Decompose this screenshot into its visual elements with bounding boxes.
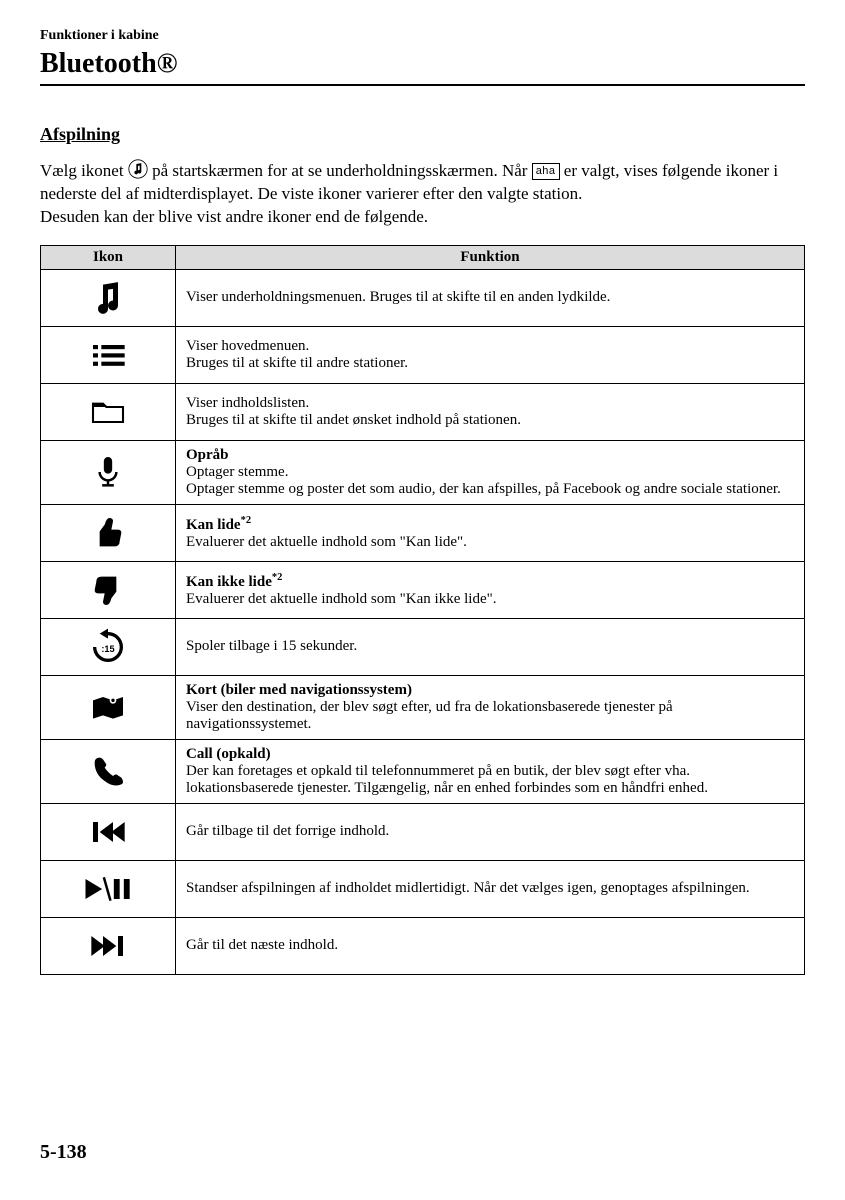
row-title-sup: *2 xyxy=(241,515,252,526)
function-cell: Kan ikke lide*2Evaluerer det aktuelle in… xyxy=(176,561,805,618)
row-title-sup: *2 xyxy=(272,572,283,583)
table-row: Call (opkald)Der kan foretages et opkald… xyxy=(41,739,805,803)
title-rule xyxy=(40,84,805,86)
function-cell: Går til det næste indhold. xyxy=(176,917,805,974)
menu-list-icon xyxy=(41,326,176,383)
function-cell: Kan lide*2Evaluerer det aktuelle indhold… xyxy=(176,504,805,561)
intro-text-4: Desuden kan der blive vist andre ikoner … xyxy=(40,207,428,226)
table-row: Går tilbage til det forrige indhold. xyxy=(41,803,805,860)
row-title: Opråb xyxy=(186,447,229,463)
function-cell: Spoler tilbage i 15 sekunder. xyxy=(176,618,805,675)
row-desc: Viser underholdningsmenuen. Bruges til a… xyxy=(186,289,610,305)
function-cell: Standser afspilningen af indholdet midle… xyxy=(176,860,805,917)
row-desc: Der kan foretages et opkald til telefonn… xyxy=(186,763,708,796)
row-desc: Evaluerer det aktuelle indhold som "Kan … xyxy=(186,534,467,550)
function-cell: Viser indholdslisten.Bruges til at skift… xyxy=(176,383,805,440)
row-desc: Viser indholdslisten.Bruges til at skift… xyxy=(186,395,521,428)
intro-text-2: på startskærmen for at se underholdnings… xyxy=(152,161,532,180)
table-row: Viser underholdningsmenuen. Bruges til a… xyxy=(41,269,805,326)
table-row: Kan lide*2Evaluerer det aktuelle indhold… xyxy=(41,504,805,561)
thumb-up-icon xyxy=(41,504,176,561)
row-title: Kan lide*2 xyxy=(186,517,251,533)
row-desc: Går til det næste indhold. xyxy=(186,937,338,953)
row-title: Kort (biler med navigationssystem) xyxy=(186,682,412,698)
manual-page: Funktioner i kabine Bluetooth® Afspilnin… xyxy=(0,0,845,1200)
music-note-icon xyxy=(41,269,176,326)
row-desc: Viser den destination, der blev søgt eft… xyxy=(186,699,673,732)
microphone-icon xyxy=(41,440,176,504)
play-pause-icon xyxy=(41,860,176,917)
folder-icon xyxy=(41,383,176,440)
row-desc: Spoler tilbage i 15 sekunder. xyxy=(186,638,357,654)
table-row: Viser hovedmenuen.Bruges til at skifte t… xyxy=(41,326,805,383)
functions-table: Ikon Funktion Viser underholdningsmenuen… xyxy=(40,245,805,975)
table-row: Viser indholdslisten.Bruges til at skift… xyxy=(41,383,805,440)
page-title: Bluetooth® xyxy=(40,48,805,80)
chapter-label: Funktioner i kabine xyxy=(40,28,805,44)
prev-track-icon xyxy=(41,803,176,860)
th-function: Funktion xyxy=(176,245,805,269)
function-cell: Viser underholdningsmenuen. Bruges til a… xyxy=(176,269,805,326)
row-desc: Standser afspilningen af indholdet midle… xyxy=(186,880,750,896)
function-cell: Call (opkald)Der kan foretages et opkald… xyxy=(176,739,805,803)
function-cell: Kort (biler med navigationssystem)Viser … xyxy=(176,675,805,739)
music-note-inline-icon xyxy=(128,159,148,179)
row-desc: Evaluerer det aktuelle indhold som "Kan … xyxy=(186,591,497,607)
section-heading: Afspilning xyxy=(40,124,805,145)
svg-text::15: :15 xyxy=(101,644,114,654)
function-cell: Viser hovedmenuen.Bruges til at skifte t… xyxy=(176,326,805,383)
next-track-icon xyxy=(41,917,176,974)
table-row: OpråbOptager stemme.Optager stemme og po… xyxy=(41,440,805,504)
row-desc: Går tilbage til det forrige indhold. xyxy=(186,823,389,839)
aha-badge: aha xyxy=(532,163,560,180)
row-desc: Viser hovedmenuen.Bruges til at skifte t… xyxy=(186,338,408,371)
page-number: 5-138 xyxy=(40,1141,87,1164)
table-row: Kort (biler med navigationssystem)Viser … xyxy=(41,675,805,739)
table-row: Standser afspilningen af indholdet midle… xyxy=(41,860,805,917)
table-row: :15 Spoler tilbage i 15 sekunder. xyxy=(41,618,805,675)
table-row: Går til det næste indhold. xyxy=(41,917,805,974)
rewind-15-icon: :15 xyxy=(41,618,176,675)
function-cell: Går tilbage til det forrige indhold. xyxy=(176,803,805,860)
intro-text-1: Vælg ikonet xyxy=(40,161,128,180)
phone-icon xyxy=(41,739,176,803)
thumb-down-icon xyxy=(41,561,176,618)
row-title: Call (opkald) xyxy=(186,746,271,762)
function-cell: OpråbOptager stemme.Optager stemme og po… xyxy=(176,440,805,504)
row-title: Kan ikke lide*2 xyxy=(186,574,282,590)
table-row: Kan ikke lide*2Evaluerer det aktuelle in… xyxy=(41,561,805,618)
intro-paragraph: Vælg ikonet på startskærmen for at se un… xyxy=(40,159,805,229)
map-icon xyxy=(41,675,176,739)
th-icon: Ikon xyxy=(41,245,176,269)
row-desc: Optager stemme.Optager stemme og poster … xyxy=(186,464,781,497)
